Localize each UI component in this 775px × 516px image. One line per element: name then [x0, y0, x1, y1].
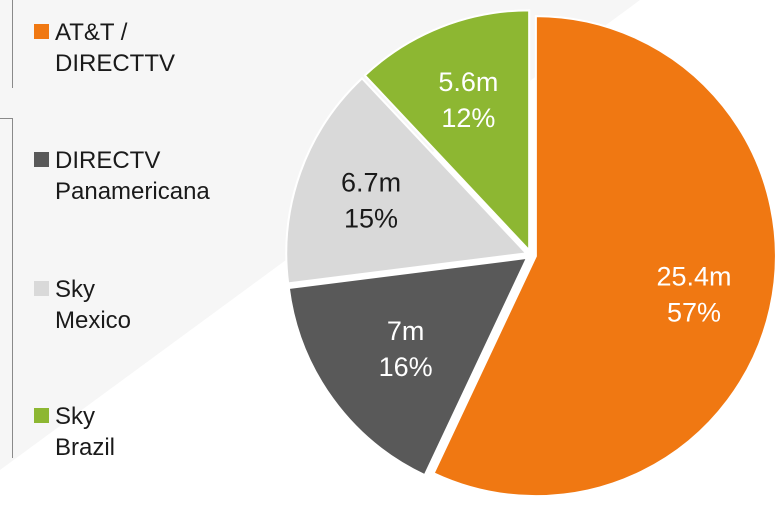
- legend-item-directv-panamericana: DIRECTV Panamericana: [34, 145, 210, 207]
- slice-label-directv-panamericana: 7m 16%: [379, 316, 433, 382]
- legend-swatch-sky-mexico: [34, 281, 49, 296]
- slice-amount-sky-mexico: 6.7m: [341, 167, 401, 197]
- legend-swatch-directv-panamericana: [34, 152, 49, 167]
- divider-line-bottom: [12, 118, 13, 458]
- slice-percent-directv-panamericana: 16%: [379, 352, 433, 382]
- slice-percent-at-t-directtv: 57%: [667, 297, 721, 327]
- divider-line-top: [12, 0, 13, 88]
- legend-swatch-att-directtv: [34, 24, 49, 39]
- legend-item-sky-brazil: Sky Brazil: [34, 401, 115, 463]
- pie-slice-directv-panamericana: [287, 256, 529, 477]
- slice-label-sky-brazil: 5.6m 12%: [438, 67, 498, 133]
- legend-label-att-directtv: AT&T / DIRECTTV: [55, 19, 175, 77]
- slice-amount-sky-brazil: 5.6m: [438, 67, 498, 97]
- legend-item-sky-mexico: Sky Mexico: [34, 274, 131, 336]
- legend-label-sky-brazil: Sky Brazil: [55, 403, 116, 461]
- pie-slice-sky-brazil: [363, 9, 531, 253]
- slice-amount-at-t-directtv: 25.4m: [656, 261, 731, 291]
- divider-line-horizontal: [0, 118, 12, 119]
- legend-label-sky-mexico: Sky Mexico: [55, 276, 132, 334]
- legend-label-directv-panamericana: DIRECTV Panamericana: [55, 147, 210, 205]
- pie-slice-sky-mexico: [285, 76, 529, 285]
- legend-swatch-sky-brazil: [34, 408, 49, 423]
- slice-percent-sky-mexico: 15%: [344, 203, 398, 233]
- slice-label-at-t-directtv: 25.4m 57%: [656, 261, 731, 327]
- slice-label-sky-mexico: 6.7m 15%: [341, 167, 401, 233]
- pie-slice-at-t-directtv: [432, 15, 775, 498]
- legend-item-att-directtv: AT&T / DIRECTTV: [34, 17, 175, 79]
- slice-amount-directv-panamericana: 7m: [387, 316, 425, 346]
- slice-percent-sky-brazil: 12%: [441, 103, 495, 133]
